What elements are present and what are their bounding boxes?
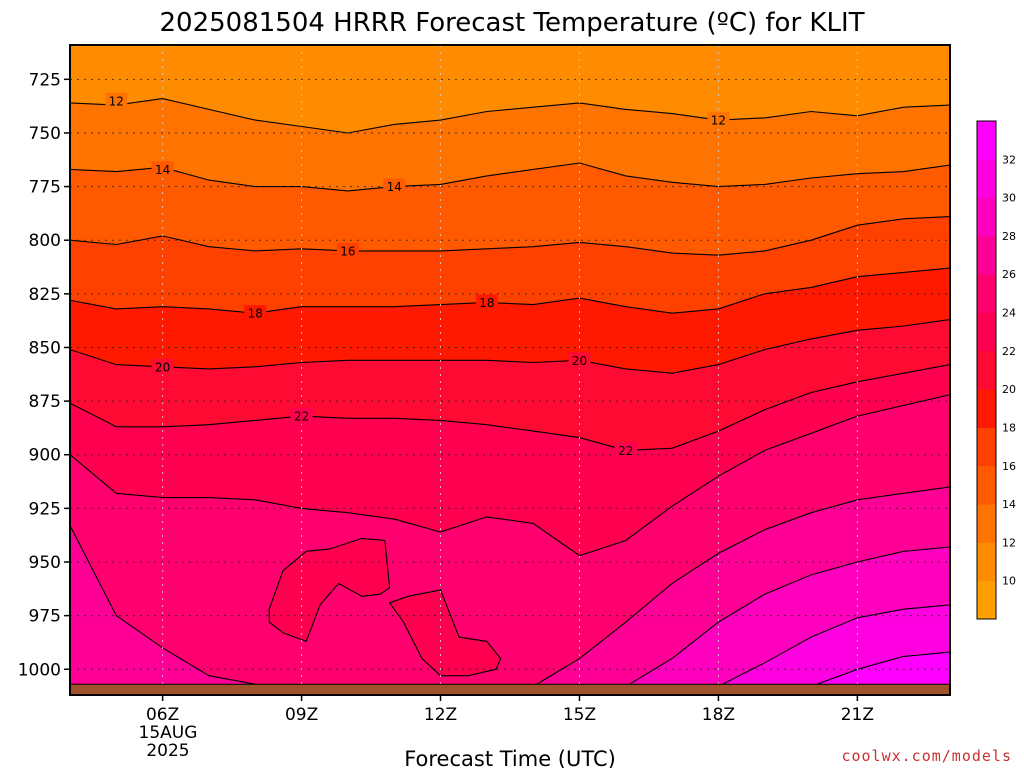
contour-label-bg xyxy=(383,178,406,195)
colorbar-frame xyxy=(976,120,997,620)
colorbar-swatch-24 xyxy=(977,274,996,314)
contour-label-20-0: 20 xyxy=(155,360,170,374)
colorbar-swatch-14 xyxy=(977,465,996,505)
x-tick-label-06Z: 06Z xyxy=(146,705,179,725)
y-tick-label-725: 725 xyxy=(29,70,61,90)
contour-label-14-0: 14 xyxy=(155,163,170,177)
credit-text: coolwx.com/models xyxy=(841,747,1012,765)
contour-line-28-9 xyxy=(625,546,950,687)
contour-label-12-1: 12 xyxy=(711,114,726,128)
colorbar-label-12: 12 xyxy=(1002,536,1016,549)
colorbar-swatch-10 xyxy=(977,542,996,582)
band-26-7 xyxy=(70,525,256,695)
contour-label-bg xyxy=(707,112,730,129)
contour-lines xyxy=(70,98,950,687)
y-tick-label-750: 750 xyxy=(29,124,61,144)
colorbar-swatch-12 xyxy=(977,504,996,543)
filled-contour-area xyxy=(70,45,950,695)
contour-label-18-1: 18 xyxy=(479,296,494,310)
contour-label-bg xyxy=(244,305,267,322)
colorbar-label-30: 30 xyxy=(1002,192,1016,205)
ground-surface xyxy=(70,683,950,695)
y-tick-label-1000: 1000 xyxy=(18,660,61,680)
colorbar-label-14: 14 xyxy=(1002,498,1016,511)
y-tick-label-925: 925 xyxy=(29,499,61,519)
chart-title: 2025081504 HRRR Forecast Temperature (ºC… xyxy=(160,8,865,38)
contour-label-14-1: 14 xyxy=(387,180,402,194)
contour-line-20-4 xyxy=(70,319,950,374)
colorbar-swatch-18 xyxy=(977,389,996,428)
colorbar-label-24: 24 xyxy=(1002,307,1016,320)
y-tick-label-975: 975 xyxy=(29,607,61,627)
colorbar-label-20: 20 xyxy=(1002,383,1016,396)
colorbar-swatch-30 xyxy=(977,159,996,199)
x-date-year: 2025 xyxy=(146,741,189,761)
contour-label-22-0: 22 xyxy=(294,410,309,424)
colorbar-label-32: 32 xyxy=(1002,153,1016,166)
contour-line-14-1 xyxy=(70,162,950,192)
colorbar-swatch-22 xyxy=(977,312,996,352)
contour-line-22-5 xyxy=(70,364,950,451)
contour-label-20-1: 20 xyxy=(572,354,587,368)
y-tick-label-950: 950 xyxy=(29,553,61,573)
contour-blob-1 xyxy=(388,589,502,677)
x-tick-label-12Z: 12Z xyxy=(424,705,457,725)
colorbar-swatch-28 xyxy=(977,197,996,237)
contour-label-bg xyxy=(151,358,174,375)
contour-label-bg xyxy=(568,352,591,369)
contour-line-12-0 xyxy=(70,98,950,134)
contour-line-32-11 xyxy=(810,651,950,687)
contour-line-24-6 xyxy=(70,394,950,557)
contour-blob-0 xyxy=(268,537,391,643)
contour-label-12-0: 12 xyxy=(109,94,124,108)
contour-line-26-8 xyxy=(532,486,950,687)
colorbar-label-16: 16 xyxy=(1002,460,1016,473)
colorbar-label-18: 18 xyxy=(1002,421,1016,434)
x-tick-label-18Z: 18Z xyxy=(702,705,735,725)
colorbar-label-28: 28 xyxy=(1002,230,1016,243)
x-tick-label-09Z: 09Z xyxy=(285,705,318,725)
colorbar-label-26: 26 xyxy=(1002,268,1016,281)
contour-line-30-10 xyxy=(718,604,950,687)
y-tick-label-900: 900 xyxy=(29,446,61,466)
contour-labels: 12 12 14 14 16 18 18 20 20 22 22 xyxy=(105,92,730,459)
contour-label-18-0: 18 xyxy=(248,307,263,321)
y-tick-label-825: 825 xyxy=(29,285,61,305)
contour-label-bg xyxy=(151,161,174,178)
contour-label-16-0: 16 xyxy=(340,244,355,258)
contour-label-bg xyxy=(614,442,637,459)
colorbar-swatch-20 xyxy=(977,350,996,390)
colorbar-label-10: 10 xyxy=(1002,575,1016,588)
pressure-axis: 725 750 775 800 825 850 875 900 925 950 975 1000 xyxy=(18,70,70,680)
x-tick-label-21Z: 21Z xyxy=(841,705,874,725)
x-tick-label-15Z: 15Z xyxy=(563,705,596,725)
contour-label-bg xyxy=(290,408,313,425)
x-date-day: 15AUG xyxy=(139,723,198,743)
contour-label-bg xyxy=(105,92,128,109)
colorbar-swatch-16 xyxy=(977,427,996,467)
contour-label-bg xyxy=(475,294,498,311)
colorbar-swatch-26 xyxy=(977,235,996,275)
ground-fill xyxy=(70,684,950,695)
colorbar-label-22: 22 xyxy=(1002,345,1016,358)
colorbar-swatch-8 xyxy=(977,580,996,620)
colorbar: 10 12 14 16 18 20 22 24 26 28 30 32 xyxy=(976,120,1016,620)
contour-label-22-1: 22 xyxy=(618,444,633,458)
x-axis-label: Forecast Time (UTC) xyxy=(404,747,616,768)
plot-frame xyxy=(69,44,951,696)
contour-line-16-2 xyxy=(70,216,950,256)
contour-line-18-3 xyxy=(70,267,950,314)
y-tick-label-800: 800 xyxy=(29,231,61,251)
y-tick-label-850: 850 xyxy=(29,338,61,358)
contour-label-bg xyxy=(336,242,359,259)
time-axis: 06Z 09Z 12Z 15Z 18Z 21Z xyxy=(146,695,874,725)
y-tick-label-775: 775 xyxy=(29,178,61,198)
colorbar-swatch-32 xyxy=(977,121,996,160)
y-tick-label-875: 875 xyxy=(29,392,61,412)
